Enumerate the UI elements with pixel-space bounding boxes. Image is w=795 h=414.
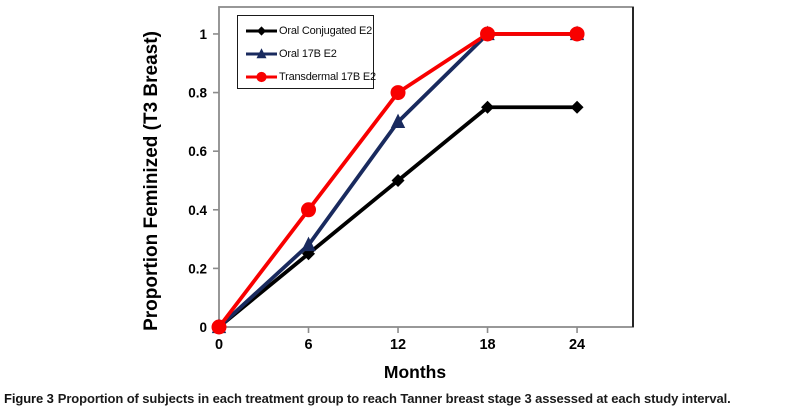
diamond-marker [570,100,584,114]
circle-marker [569,26,585,42]
caption-label: Figure 3 [4,391,54,406]
legend-label: Oral 17B E2 [279,47,337,60]
legend-label: Oral Conjugated E2 [279,24,373,37]
legend-marker-diamond-icon [246,25,277,36]
x-tick-label: 6 [304,337,312,353]
y-tick-label: 0.6 [188,144,207,159]
legend-item-oral-17b-e2: Oral 17B E2 [245,42,373,65]
caption-text: Proportion of subjects in each treatment… [57,391,731,406]
figure-caption: Figure 3 Proportion of subjects in each t… [4,390,792,407]
circle-marker [480,26,496,42]
chart-canvas: 0 0.2 0.4 0.6 0.8 1 0 6 12 18 24 [188,6,634,353]
legend-label: Transdermal 17B E2 [279,70,376,83]
y-tick-label: 0.8 [188,86,207,101]
series-markers-0 [212,100,584,334]
legend: Oral Conjugated E2 Oral 17B E2 Transderm… [237,15,376,89]
triangle-marker [390,113,406,128]
series-markers-2 [211,26,585,335]
y-tick-label: 0.4 [188,203,207,218]
x-tick-label: 24 [569,337,585,353]
circle-marker [256,71,267,82]
circle-marker [390,85,406,101]
legend-marker-circle-icon [246,71,277,82]
y-tick-label: 1 [199,27,207,42]
chart-area: 0 0.2 0.4 0.6 0.8 1 0 6 12 18 24 Proportion Femini… [141,6,634,382]
triangle-marker [301,236,316,252]
y-axis-title: Proportion Feminized (T3 Breast) [141,31,162,331]
circle-marker [301,202,317,218]
diamond-marker [481,100,495,114]
diamond-marker [256,25,267,36]
legend-marker-triangle-icon [246,47,277,58]
x-tick-label: 12 [390,337,406,353]
x-tick-label: 0 [215,337,223,353]
legend-item-oral-conjugated-e2: Oral Conjugated E2 [245,19,373,42]
y-tick-label: 0 [199,320,207,335]
x-tick-label: 18 [479,337,495,353]
x-axis-title: Months [383,362,447,382]
series-line-0 [217,105,579,329]
legend-item-transdermal-17b-e2: Transdermal 17B E2 [245,65,376,88]
diamond-marker [391,173,405,187]
triangle-marker [256,47,267,58]
y-tick-label: 0.2 [188,261,207,276]
circle-marker [211,319,227,335]
